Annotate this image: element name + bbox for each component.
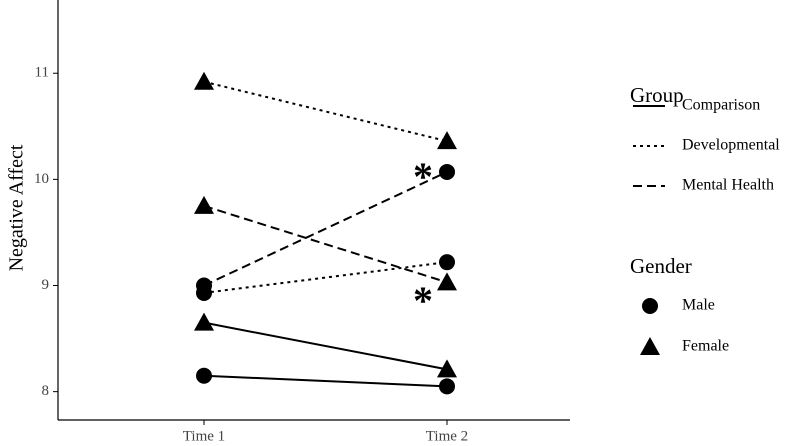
- series-line: [203, 80, 448, 143]
- legend-title: Gender: [630, 254, 692, 278]
- legend-marker: [642, 298, 658, 314]
- legend-label: Mental Health: [682, 177, 774, 194]
- legend-title: Group: [630, 83, 684, 107]
- series-line: [203, 204, 448, 284]
- data-point: [194, 71, 214, 90]
- data-point: [194, 312, 214, 331]
- data-point: [437, 272, 457, 291]
- legend-label: Comparison: [682, 97, 760, 114]
- data-point: [196, 367, 212, 384]
- data-point: [437, 131, 457, 150]
- data-point: [196, 277, 212, 294]
- data-point: [439, 378, 455, 395]
- data-point: [194, 195, 214, 214]
- series-line: [203, 321, 448, 371]
- data-point: [439, 254, 455, 271]
- series-line: [203, 374, 448, 388]
- y-axis-label: Negative Affect: [6, 144, 28, 271]
- legend-marker: [640, 337, 660, 355]
- legend-label: Female: [682, 338, 729, 355]
- series-line: [203, 171, 448, 287]
- y-tick-label: 10: [34, 171, 49, 187]
- data-point: [439, 163, 455, 180]
- legend-label: Male: [682, 297, 715, 314]
- y-tick-label: 11: [35, 65, 49, 81]
- data-point: [437, 359, 457, 378]
- annotation: *: [413, 278, 433, 323]
- annotation: *: [413, 154, 433, 199]
- y-tick-label: 8: [42, 383, 50, 399]
- x-tick-label: Time 1: [183, 428, 225, 444]
- series-line: [203, 261, 448, 294]
- legend-label: Developmental: [682, 137, 780, 154]
- y-tick-label: 9: [42, 277, 50, 293]
- x-tick-label: Time 2: [426, 428, 468, 444]
